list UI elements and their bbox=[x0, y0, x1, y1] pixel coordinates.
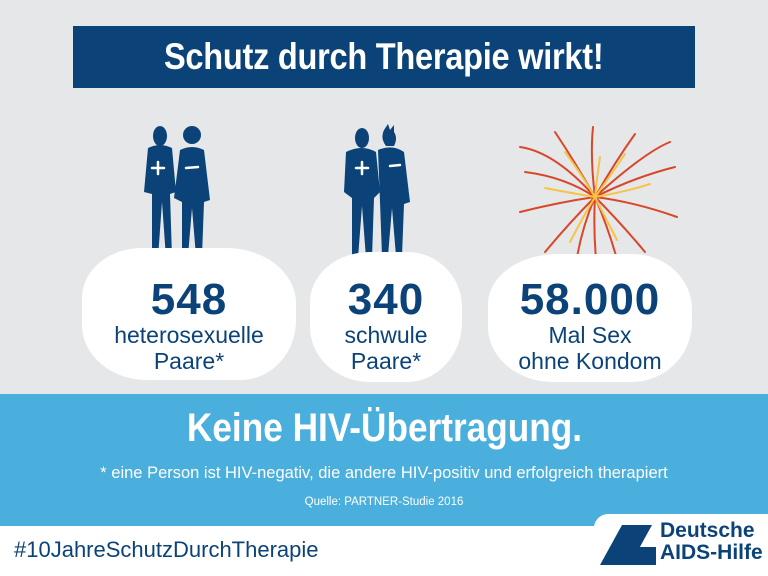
stat-card-hetero-bg bbox=[82, 248, 296, 380]
stat-number: 58.000 bbox=[519, 275, 661, 324]
footnote: * eine Person ist HIV-negativ, die ander… bbox=[100, 464, 668, 482]
source-citation: Quelle: PARTNER-Studie 2016 bbox=[304, 496, 464, 508]
stat-label: Paare* bbox=[350, 348, 422, 374]
deutsche-aids-hilfe-logo-icon bbox=[600, 525, 656, 565]
stat-label: schwule bbox=[344, 322, 428, 348]
stat-number: 548 bbox=[150, 275, 228, 324]
stat-gay: 340 schwule Paare* bbox=[310, 275, 462, 375]
hashtag: #10JahreSchutzDurchTherapie bbox=[14, 537, 319, 562]
logo-text: Deutsche AIDS-Hilfe bbox=[660, 519, 763, 564]
page-title: Schutz durch Therapie wirkt! bbox=[164, 36, 604, 77]
fireworks-icon bbox=[519, 126, 678, 271]
stat-number: 340 bbox=[347, 275, 425, 324]
stat-label: Mal Sex bbox=[548, 322, 632, 348]
title-banner: Schutz durch Therapie wirkt! bbox=[73, 26, 695, 88]
result-band: Keine HIV-Übertragung. * eine Person ist… bbox=[0, 394, 768, 526]
stat-label: Paare* bbox=[153, 348, 225, 374]
stat-card-gay-bg bbox=[310, 252, 462, 382]
stat-label: ohne Kondom bbox=[518, 348, 662, 374]
couple-two-men-icon bbox=[344, 124, 410, 258]
headline: Keine HIV-Übertragung. bbox=[186, 406, 582, 450]
stat-hetero: 548 heterosexuelle Paare* bbox=[82, 275, 296, 375]
couple-man-woman-icon bbox=[144, 126, 210, 258]
stat-label: heterosexuelle bbox=[114, 322, 264, 348]
stat-sex: 58.000 Mal Sex ohne Kondom bbox=[488, 275, 692, 375]
stat-card-sex-bg bbox=[488, 254, 692, 382]
